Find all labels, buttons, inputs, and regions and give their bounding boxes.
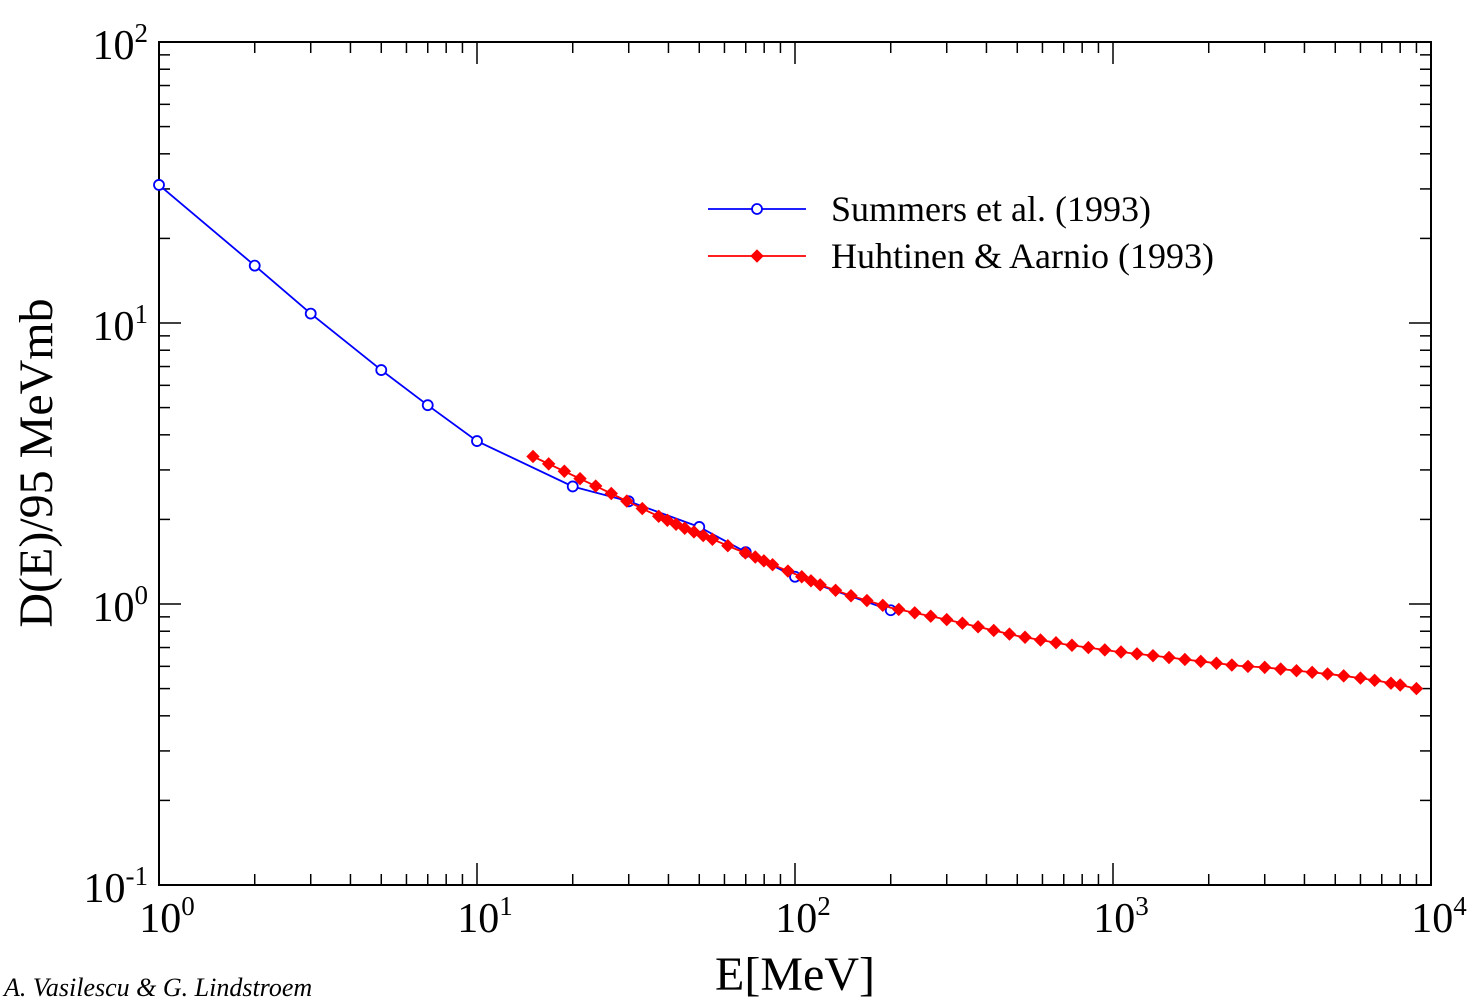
- summers-point: [566, 480, 579, 493]
- legend-marker-huhtinen: [750, 249, 764, 263]
- huhtinen-point: [1114, 645, 1128, 659]
- huhtinen-point: [526, 449, 540, 464]
- huhtinen-point: [1289, 663, 1304, 678]
- huhtinen-point: [1018, 630, 1032, 644]
- huhtinen-point: [876, 598, 890, 613]
- summers-point: [304, 307, 317, 320]
- legend-marker-summers: [751, 203, 763, 215]
- huhtinen-point: [557, 464, 572, 478]
- huhtinen-point: [1273, 662, 1288, 676]
- x-tick-label: 100: [139, 891, 195, 942]
- huhtinen-point: [1241, 659, 1255, 674]
- credit-text: A. Vasilescu & G. Lindstroem: [2, 973, 312, 997]
- summers-point: [421, 399, 434, 412]
- x-tick-label: 103: [1093, 891, 1149, 942]
- x-tick-label: 102: [775, 891, 831, 942]
- huhtinen-point: [828, 583, 843, 597]
- huhtinen-point: [924, 609, 938, 623]
- y-axis-label: D(E)/95 MeVmb: [10, 298, 63, 627]
- summers-point: [248, 259, 261, 272]
- summers-point: [375, 364, 388, 376]
- huhtinen-point: [1098, 643, 1112, 657]
- legend: Summers et al. (1993) Huhtinen & Aarnio (…: [708, 189, 1214, 276]
- x-axis-label: E[MeV]: [715, 948, 875, 997]
- huhtinen-point: [1225, 658, 1239, 672]
- huhtinen-point: [955, 616, 970, 630]
- huhtinen-point: [1033, 633, 1048, 647]
- legend-label-summers: Summers et al. (1993): [831, 189, 1151, 229]
- huhtinen-point: [804, 574, 818, 588]
- huhtinen-point: [635, 501, 649, 516]
- huhtinen-point: [813, 578, 827, 592]
- huhtinen-point: [687, 525, 701, 539]
- huhtinen-point: [1081, 640, 1096, 655]
- huhtinen-series-line: [532, 455, 1417, 690]
- huhtinen-point: [1065, 638, 1079, 652]
- huhtinen-point: [1209, 656, 1224, 670]
- huhtinen-point: [604, 486, 618, 501]
- huhtinen-point: [1178, 652, 1192, 667]
- huhtinen-point: [781, 564, 795, 578]
- huhtinen-point: [1130, 647, 1144, 661]
- y-tick-label: 10-1: [84, 861, 149, 912]
- huhtinen-point: [620, 494, 634, 508]
- huhtinen-point: [1336, 669, 1351, 683]
- summers-point: [153, 179, 165, 191]
- y-tick-label: 102: [93, 18, 149, 69]
- plot-frame: [158, 41, 1432, 886]
- huhtinen-point: [1393, 678, 1407, 692]
- huhtinen-point: [971, 620, 985, 634]
- legend-label-huhtinen: Huhtinen & Aarnio (1993): [831, 236, 1214, 276]
- huhtinen-point: [588, 479, 603, 493]
- huhtinen-point: [1320, 667, 1335, 681]
- summers-point: [471, 435, 483, 447]
- huhtinen-point: [795, 570, 809, 584]
- huhtinen-point: [1305, 665, 1319, 680]
- huhtinen-point: [696, 528, 710, 543]
- y-tick-label: 100: [93, 580, 149, 631]
- summers-series-line: [158, 184, 891, 612]
- axis-ticks: [158, 42, 1431, 886]
- huhtinen-point: [844, 589, 858, 603]
- huhtinen-point: [1162, 650, 1176, 665]
- x-tick-label: 104: [1411, 891, 1467, 942]
- huhtinen-point: [705, 532, 720, 546]
- huhtinen-point: [541, 457, 556, 471]
- y-tick-label: 101: [93, 299, 149, 350]
- huhtinen-point: [860, 593, 874, 608]
- huhtinen-point: [1409, 681, 1424, 696]
- huhtinen-point: [1353, 671, 1368, 685]
- huhtinen-point: [678, 521, 692, 535]
- huhtinen-point: [908, 606, 922, 620]
- huhtinen-point: [721, 539, 735, 553]
- huhtinen-point: [1384, 676, 1398, 690]
- huhtinen-point: [1146, 648, 1160, 663]
- huhtinen-point: [987, 623, 1001, 638]
- chart-series: [153, 179, 1424, 696]
- huhtinen-point: [573, 471, 587, 486]
- huhtinen-point: [1367, 673, 1382, 688]
- huhtinen-point: [738, 546, 753, 560]
- huhtinen-point: [1194, 654, 1208, 669]
- huhtinen-point: [765, 557, 780, 572]
- huhtinen-point: [1049, 636, 1063, 650]
- huhtinen-point: [940, 612, 954, 627]
- huhtinen-point: [892, 602, 906, 617]
- huhtinen-point: [1002, 627, 1017, 641]
- huhtinen-point: [1258, 660, 1272, 675]
- x-tick-label: 101: [457, 891, 513, 942]
